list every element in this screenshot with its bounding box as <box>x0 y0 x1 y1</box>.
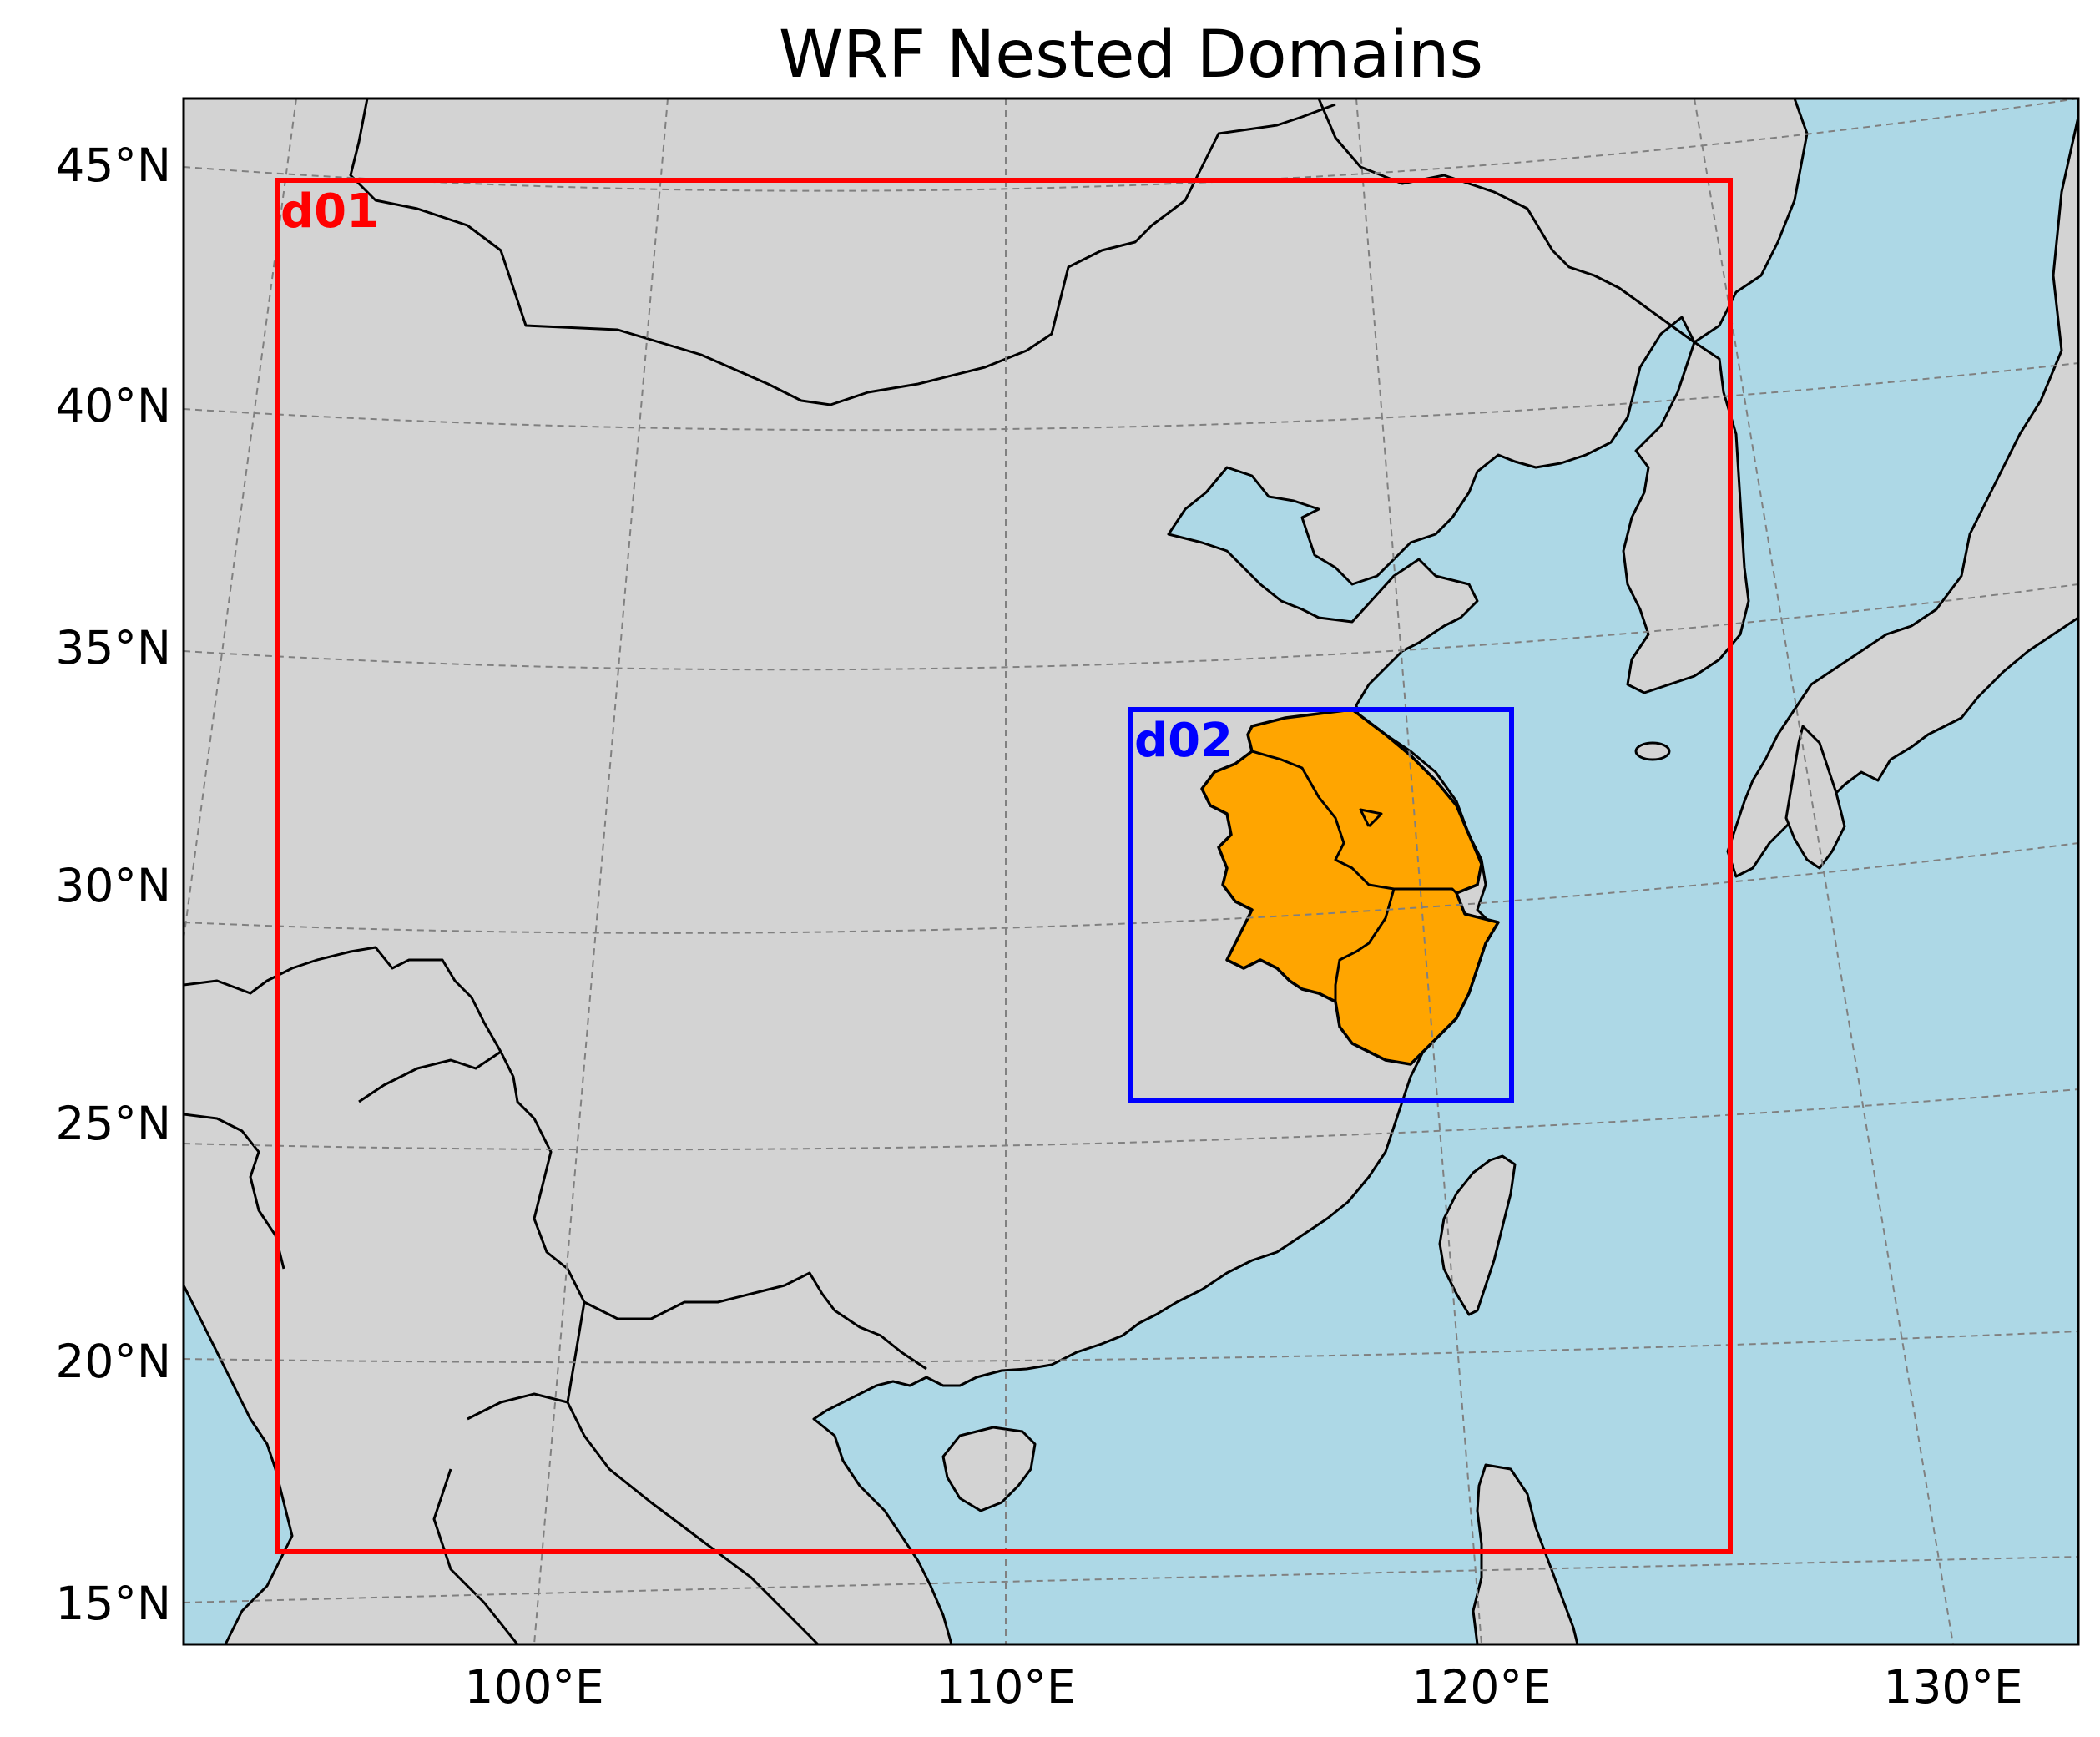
axes-frame <box>182 97 2080 1646</box>
meridian-130e <box>1694 98 1954 1644</box>
parallel-45n <box>184 98 2078 192</box>
russia-china-border <box>1317 98 1695 344</box>
lat-tick-label: 20°N <box>55 1335 171 1388</box>
lon-tick-label: 110°E <box>936 1660 1075 1714</box>
hainan <box>941 1426 1037 1512</box>
domain-d02-box <box>1128 707 1514 1103</box>
parallel-25n <box>184 1088 2078 1151</box>
lat-tick-label: 45°N <box>55 139 171 192</box>
lon-tick-label: 120°E <box>1411 1660 1551 1714</box>
lat-tick-labels: 15°N 20°N 25°N 30°N 35°N 40°N 45°N <box>55 139 171 1630</box>
jeju-island <box>1634 741 1671 761</box>
laos-vietnam-border <box>566 1301 820 1644</box>
meridian-100e <box>533 98 669 1644</box>
map-title: WRF Nested Domains <box>779 18 1483 93</box>
southwest-borders <box>184 946 927 1371</box>
gridlines <box>184 98 2078 1644</box>
lat-tick-label: 30°N <box>55 859 171 912</box>
parallel-35n <box>184 583 2078 671</box>
parallel-20n <box>184 1331 2078 1364</box>
lon-tick-label: 100°E <box>464 1660 603 1714</box>
highlighted-provinces <box>1200 708 1500 1066</box>
korea <box>1622 341 1750 694</box>
province-boundaries <box>1251 750 1458 1002</box>
lat-tick-label: 35°N <box>55 621 171 674</box>
japan-kyushu <box>1784 725 1846 870</box>
india-border <box>184 1113 285 1270</box>
lat-tick-label: 25°N <box>55 1097 171 1150</box>
thailand-border <box>432 1392 568 1644</box>
taiwan <box>1438 1154 1517 1316</box>
domain-d01-box <box>275 178 1733 1554</box>
parallel-40n <box>184 362 2078 432</box>
domain-d02-label: d02 <box>1134 714 1233 768</box>
myanmar-border <box>358 1050 502 1103</box>
map-area <box>184 98 2078 1644</box>
mongolia-border <box>349 98 1336 406</box>
lat-tick-label: 40°N <box>55 379 171 432</box>
meridian-120e <box>1355 98 1482 1644</box>
luzon <box>1472 1463 1579 1644</box>
lon-tick-labels: 100°E 110°E 120°E 130°E <box>464 1660 2022 1714</box>
lat-tick-label: 15°N <box>55 1577 171 1630</box>
asia-landmass <box>184 98 1809 1644</box>
lon-tick-label: 130°E <box>1883 1660 2022 1714</box>
domain-d01-label: d01 <box>280 184 379 239</box>
parallel-15n <box>184 1556 2078 1603</box>
